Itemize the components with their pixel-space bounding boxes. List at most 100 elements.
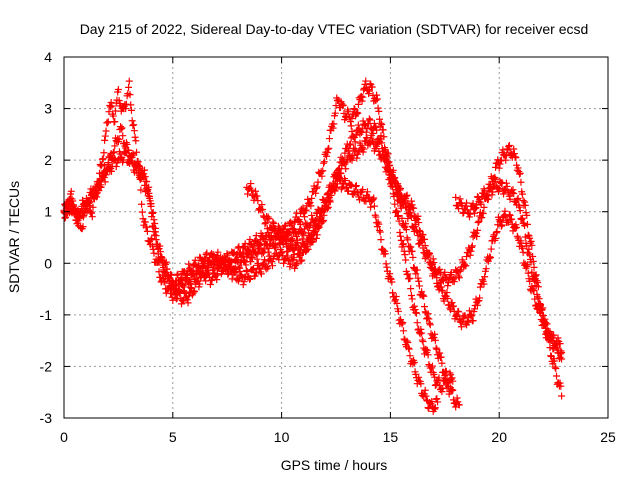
data-point	[405, 345, 413, 353]
data-point	[376, 228, 384, 236]
data-point	[257, 270, 265, 278]
data-point	[370, 202, 378, 210]
data-point	[138, 200, 146, 208]
data-point	[532, 282, 540, 290]
data-point	[330, 120, 338, 128]
data-point	[346, 141, 354, 149]
data-point	[505, 211, 513, 219]
data-point	[368, 83, 376, 91]
data-point	[518, 214, 526, 222]
data-point	[107, 98, 115, 106]
data-point	[127, 101, 135, 109]
data-point	[335, 173, 343, 181]
data-point	[381, 250, 389, 258]
data-point	[260, 259, 268, 267]
data-point	[269, 218, 277, 226]
data-point	[264, 248, 272, 256]
data-point	[523, 262, 531, 270]
data-point	[464, 318, 472, 326]
data-point	[254, 197, 262, 205]
data-point	[150, 216, 158, 224]
data-point	[521, 233, 529, 241]
data-point	[261, 220, 269, 228]
data-point	[373, 126, 381, 134]
data-point	[402, 226, 410, 234]
data-points	[60, 77, 566, 415]
data-point	[374, 104, 382, 112]
data-point	[354, 100, 362, 108]
data-point	[428, 362, 436, 370]
data-point	[413, 309, 421, 317]
data-point	[509, 186, 517, 194]
data-point	[495, 164, 503, 172]
data-point	[99, 155, 107, 163]
data-point	[176, 288, 184, 296]
data-point	[558, 392, 566, 400]
data-point	[516, 169, 524, 177]
data-point	[521, 198, 529, 206]
data-point	[114, 85, 122, 93]
data-point	[185, 292, 193, 300]
data-point	[145, 192, 153, 200]
data-point	[131, 133, 139, 141]
data-point	[517, 237, 525, 245]
data-point	[273, 234, 281, 242]
data-point	[156, 248, 164, 256]
data-point	[556, 379, 564, 387]
data-point	[443, 289, 451, 297]
data-point	[417, 325, 425, 333]
data-point	[473, 226, 481, 234]
data-point	[506, 211, 514, 219]
y-tick-label: 1	[44, 204, 52, 220]
data-point	[368, 137, 376, 145]
data-point	[62, 210, 70, 218]
data-point	[495, 185, 503, 193]
data-point	[401, 196, 409, 204]
data-point	[413, 226, 421, 234]
data-point	[181, 289, 189, 297]
data-point	[389, 166, 397, 174]
data-point	[67, 187, 75, 195]
y-tick-label: 2	[44, 152, 52, 168]
data-point	[352, 110, 360, 118]
data-point	[246, 235, 254, 243]
data-point	[482, 265, 490, 273]
data-point	[87, 185, 95, 193]
data-point	[404, 270, 412, 278]
data-point	[510, 190, 518, 198]
data-point	[236, 268, 244, 276]
data-point	[493, 228, 501, 236]
data-point	[388, 278, 396, 286]
data-point	[308, 211, 316, 219]
data-point	[249, 191, 257, 199]
data-point	[496, 160, 504, 168]
data-point	[69, 201, 77, 209]
data-point	[290, 251, 298, 259]
data-point	[292, 260, 300, 268]
data-point	[272, 244, 280, 252]
data-point	[149, 209, 157, 217]
data-point	[365, 139, 373, 147]
data-point	[407, 285, 415, 293]
data-point	[307, 202, 315, 210]
data-point	[410, 204, 418, 212]
data-point	[319, 167, 327, 175]
data-point	[213, 251, 221, 259]
data-point	[467, 247, 475, 255]
data-point	[473, 201, 481, 209]
data-point	[281, 232, 289, 240]
data-point	[531, 275, 539, 283]
data-point	[323, 205, 331, 213]
data-point	[140, 173, 148, 181]
data-point	[139, 172, 147, 180]
data-point	[536, 301, 544, 309]
data-point	[418, 329, 426, 337]
data-point	[359, 93, 367, 101]
data-point	[211, 260, 219, 268]
y-tick-label: 3	[44, 101, 52, 117]
data-point	[437, 353, 445, 361]
data-point	[354, 126, 362, 134]
data-point	[312, 234, 320, 242]
data-point	[511, 153, 519, 161]
data-point	[206, 280, 214, 288]
